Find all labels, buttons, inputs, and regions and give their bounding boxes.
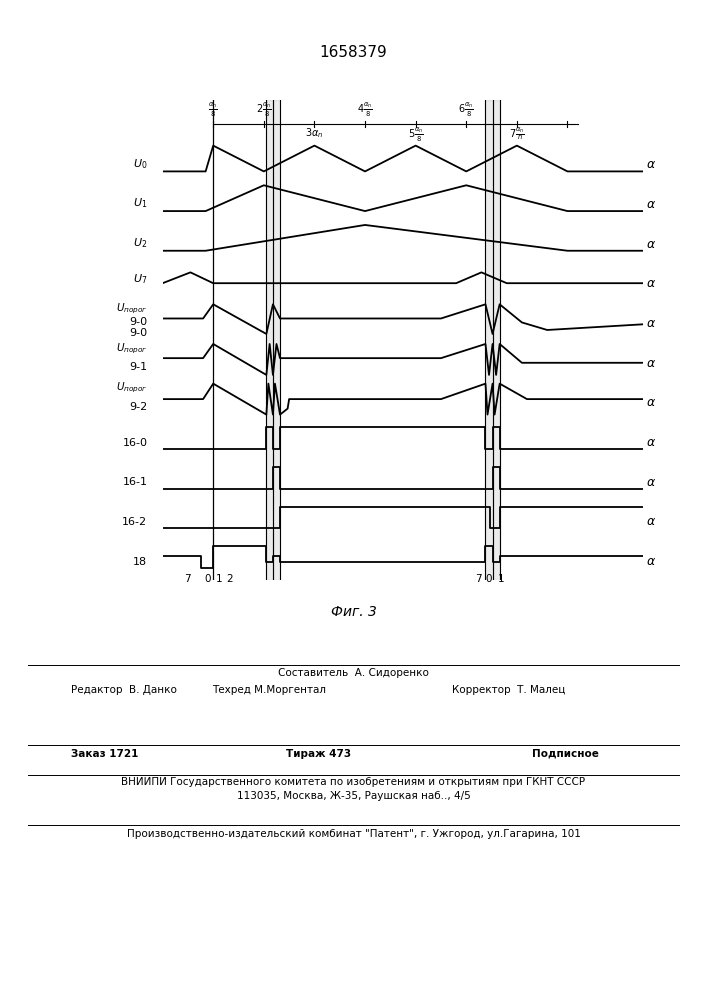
Text: Производственно-издательский комбинат "Патент", г. Ужгород, ул.Гагарина, 101: Производственно-издательский комбинат "П… — [127, 829, 580, 839]
Text: $\alpha$: $\alpha$ — [646, 158, 656, 171]
Bar — [273, 100, 280, 580]
Text: $4\frac{\alpha_n}{8}$: $4\frac{\alpha_n}{8}$ — [357, 101, 373, 119]
Text: Заказ 1721: Заказ 1721 — [71, 749, 138, 759]
Text: $\alpha$: $\alpha$ — [646, 317, 656, 330]
Text: 1658379: 1658379 — [320, 45, 387, 60]
Text: $U_2$: $U_2$ — [133, 236, 148, 250]
Text: $U_{порог}$: $U_{порог}$ — [116, 341, 148, 356]
Text: $7\frac{\alpha_n}{n}$: $7\frac{\alpha_n}{n}$ — [509, 126, 525, 142]
Text: $\alpha$: $\alpha$ — [646, 476, 656, 489]
Text: Составитель  А. Сидоренко: Составитель А. Сидоренко — [278, 668, 429, 678]
Text: 1: 1 — [216, 574, 223, 584]
Text: 9-0
9-0: 9-0 9-0 — [129, 317, 148, 338]
Text: 9-2: 9-2 — [129, 402, 148, 412]
Text: $3\alpha_n$: $3\alpha_n$ — [305, 126, 324, 140]
Text: Корректор  Т. Малец: Корректор Т. Малец — [452, 685, 566, 695]
Text: 2: 2 — [226, 574, 233, 584]
Text: $U_{порог}$: $U_{порог}$ — [116, 381, 148, 395]
Bar — [486, 100, 493, 580]
Text: Подписное: Подписное — [532, 749, 599, 759]
Text: $\alpha$: $\alpha$ — [646, 436, 656, 449]
Text: 16-0: 16-0 — [122, 438, 148, 448]
Text: 0: 0 — [486, 574, 492, 584]
Bar — [493, 100, 500, 580]
Text: 7: 7 — [476, 574, 482, 584]
Text: $\alpha$: $\alpha$ — [646, 396, 656, 409]
Bar — [267, 100, 273, 580]
Text: $U_1$: $U_1$ — [133, 196, 148, 210]
Text: 1: 1 — [497, 574, 504, 584]
Text: 16-2: 16-2 — [122, 517, 148, 527]
Text: Тираж 473: Тираж 473 — [286, 749, 351, 759]
Text: $U_0$: $U_0$ — [133, 157, 148, 171]
Text: $\alpha$: $\alpha$ — [646, 277, 656, 290]
Text: 16-1: 16-1 — [122, 477, 148, 487]
Text: 0: 0 — [204, 574, 211, 584]
Text: $6\frac{\alpha_n}{8}$: $6\frac{\alpha_n}{8}$ — [458, 101, 474, 119]
Text: $\alpha$: $\alpha$ — [646, 357, 656, 370]
Text: $\alpha$: $\alpha$ — [646, 238, 656, 251]
Text: $\alpha$: $\alpha$ — [646, 198, 656, 211]
Text: 7: 7 — [185, 574, 191, 584]
Text: 18: 18 — [134, 557, 148, 567]
Text: 113035, Москва, Ж-35, Раушская наб.., 4/5: 113035, Москва, Ж-35, Раушская наб.., 4/… — [237, 791, 470, 801]
Text: $5\frac{\alpha_n}{8}$: $5\frac{\alpha_n}{8}$ — [408, 126, 423, 144]
Text: $\alpha$: $\alpha$ — [646, 555, 656, 568]
Text: Фиг. 3: Фиг. 3 — [331, 605, 376, 619]
Text: ВНИИПИ Государственного комитета по изобретениям и открытиям при ГКНТ СССР: ВНИИПИ Государственного комитета по изоб… — [122, 777, 585, 787]
Text: $2\frac{\alpha_n}{8}$: $2\frac{\alpha_n}{8}$ — [256, 101, 271, 119]
Text: $\alpha$: $\alpha$ — [646, 515, 656, 528]
Text: $U_7$: $U_7$ — [133, 273, 148, 286]
Text: 9-1: 9-1 — [129, 362, 148, 372]
Text: $\frac{\alpha_n}{8}$: $\frac{\alpha_n}{8}$ — [209, 101, 218, 119]
Text: Техред М.Моргентал: Техред М.Моргентал — [211, 685, 326, 695]
Text: Редактор  В. Данко: Редактор В. Данко — [71, 685, 177, 695]
Text: $U_{порог}$: $U_{порог}$ — [116, 302, 148, 316]
